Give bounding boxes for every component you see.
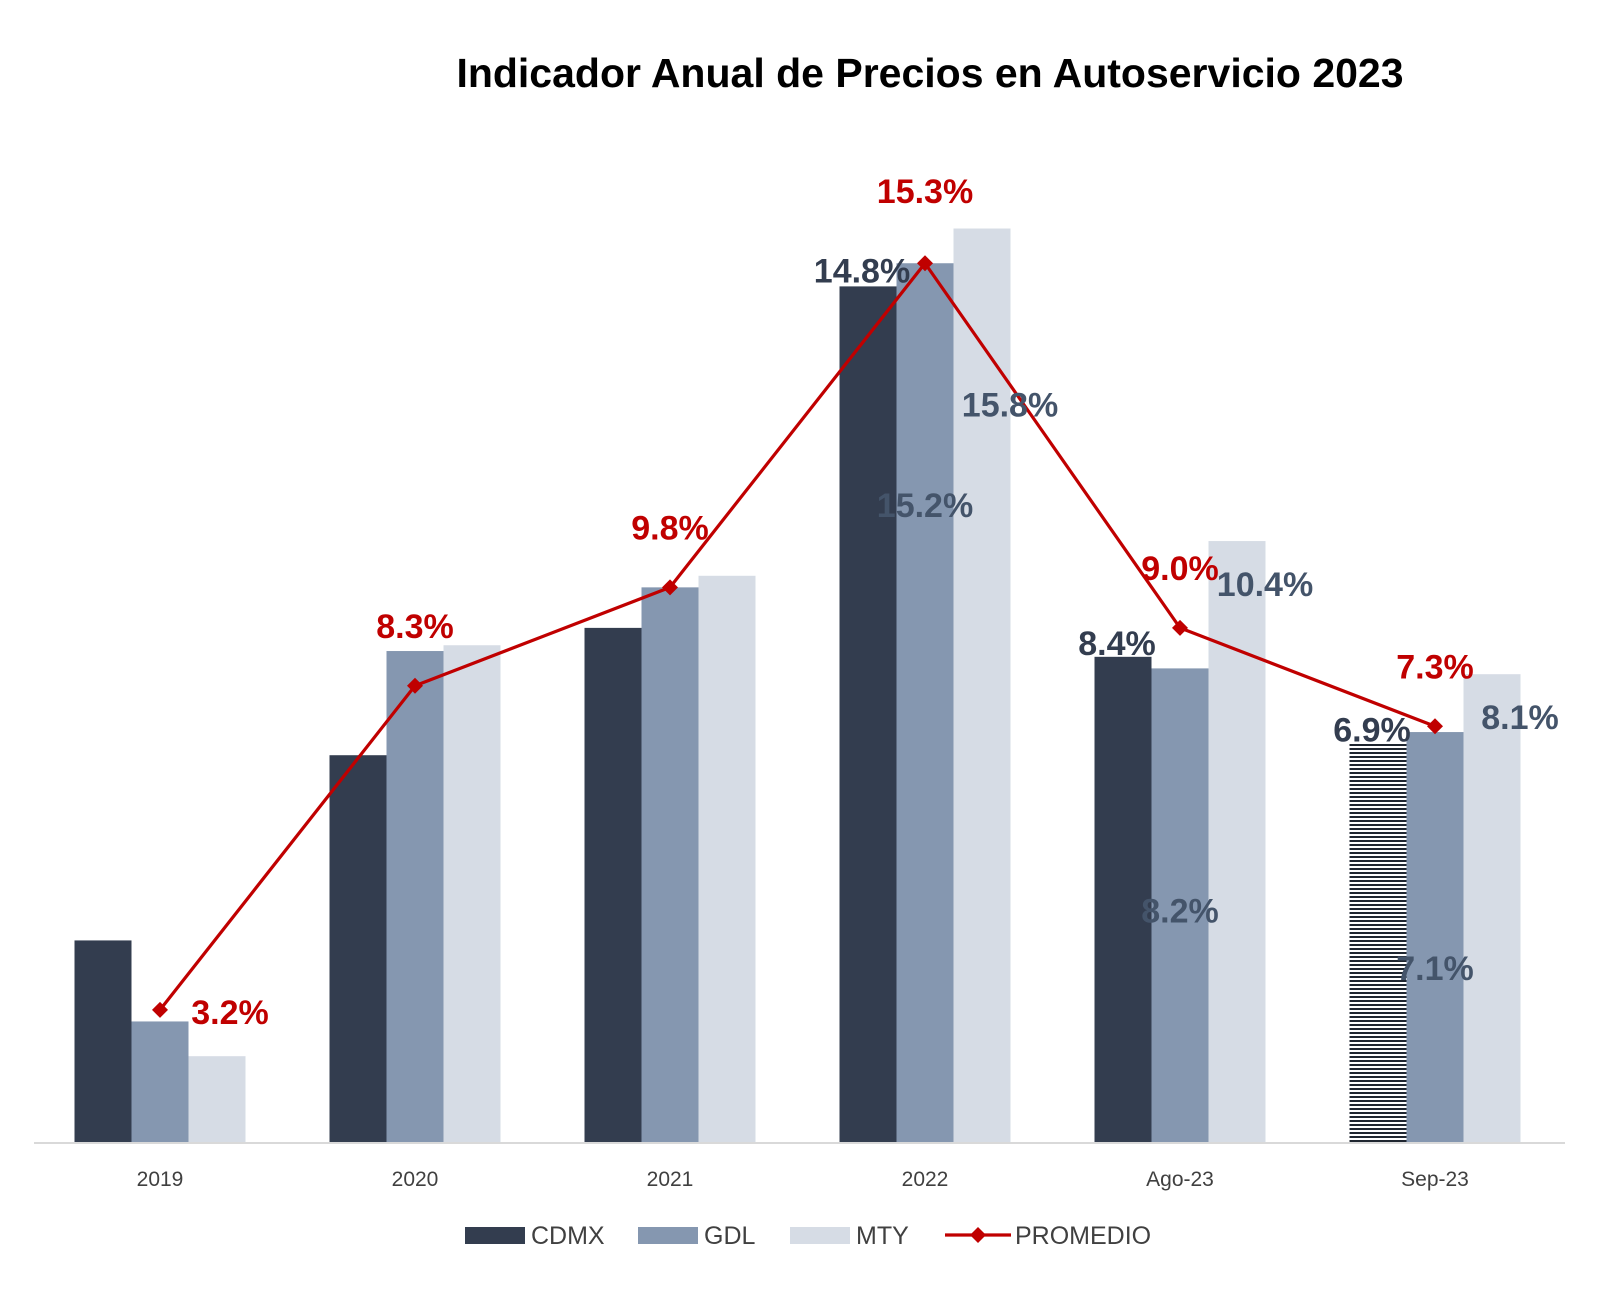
label-cdmx-2022: 14.8% (814, 252, 910, 290)
x-tick-labels: 2019 2020 2021 2022 Ago-23 Sep-23 (137, 1168, 1469, 1191)
bar-mty-2022 (953, 228, 1011, 1144)
bar-cdmx-2019 (74, 940, 132, 1143)
bar-mty-2021 (698, 575, 756, 1143)
legend-swatch-mty (790, 1227, 850, 1244)
legend-marker-promedio (970, 1227, 986, 1243)
label-promedio-2022: 15.3% (877, 173, 973, 211)
label-promedio-2021: 9.8% (631, 509, 709, 547)
x-tick-2020: 2020 (392, 1168, 439, 1191)
line-layer (152, 255, 1443, 1018)
data-labels: 3.2% 8.3% 9.8% 15.3% 9.0% 7.3% 14.8% 8.4% 6.9% 15… (191, 173, 1559, 1032)
bar-gdl-2019 (131, 1021, 189, 1143)
line-promedio (158, 261, 1436, 1011)
bar-gdl-sep-23 (1406, 732, 1464, 1143)
label-cdmx-ago-23: 8.4% (1078, 625, 1156, 663)
bar-gdl-ago-23 (1151, 668, 1209, 1143)
bar-cdmx-ago-23 (1094, 656, 1152, 1143)
x-tick-ago-23: Ago-23 (1146, 1168, 1214, 1191)
legend-swatch-cdmx (465, 1227, 525, 1244)
x-tick-sep-23: Sep-23 (1401, 1168, 1469, 1191)
point-promedio-2019 (152, 1001, 168, 1018)
legend-label-promedio: PROMEDIO (1015, 1222, 1151, 1250)
bar-gdl-2022 (896, 263, 954, 1143)
bar-mty-2019 (188, 1056, 246, 1143)
legend-label-gdl: GDL (704, 1222, 756, 1250)
point-promedio-sep-23 (1427, 718, 1443, 735)
legend: CDMX GDL MTY PROMEDIO (465, 1222, 1151, 1250)
label-mty-2022: 15.8% (962, 387, 1058, 425)
x-tick-2019: 2019 (137, 1168, 184, 1191)
bar-gdl-2020 (386, 651, 444, 1143)
label-promedio-2019: 3.2% (191, 994, 269, 1032)
label-gdl-sep-23: 7.1% (1396, 950, 1474, 988)
point-promedio-2022 (917, 255, 933, 272)
bar-cdmx-2021 (584, 627, 642, 1143)
label-promedio-sep-23: 7.3% (1396, 648, 1474, 686)
legend-label-cdmx: CDMX (531, 1222, 605, 1250)
label-promedio-ago-23: 9.0% (1141, 550, 1219, 588)
label-mty-sep-23: 8.1% (1481, 699, 1559, 737)
label-gdl-ago-23: 8.2% (1141, 892, 1219, 930)
bar-cdmx-sep-23 (1349, 743, 1407, 1143)
label-mty-ago-23: 10.4% (1217, 566, 1313, 604)
chart-title: Indicador Anual de Precios en Autoservic… (456, 50, 1403, 96)
label-gdl-2022: 15.2% (877, 487, 973, 525)
bar-mty-sep-23 (1463, 674, 1521, 1143)
label-promedio-2020: 8.3% (376, 608, 454, 646)
legend-swatch-gdl (638, 1227, 698, 1244)
bar-cdmx-2022 (839, 286, 897, 1144)
bar-mty-2020 (443, 645, 501, 1143)
label-cdmx-sep-23: 6.9% (1333, 712, 1411, 750)
point-promedio-ago-23 (1172, 619, 1188, 636)
x-tick-2022: 2022 (902, 1168, 949, 1191)
legend-label-mty: MTY (856, 1222, 909, 1250)
x-tick-2021: 2021 (647, 1168, 694, 1191)
bar-gdl-2021 (641, 587, 699, 1143)
bar-mty-ago-23 (1208, 541, 1266, 1143)
point-promedio-2021 (662, 579, 678, 596)
bar-cdmx-2020 (329, 755, 387, 1143)
bars-layer (74, 228, 1521, 1144)
point-promedio-2020 (407, 677, 423, 694)
